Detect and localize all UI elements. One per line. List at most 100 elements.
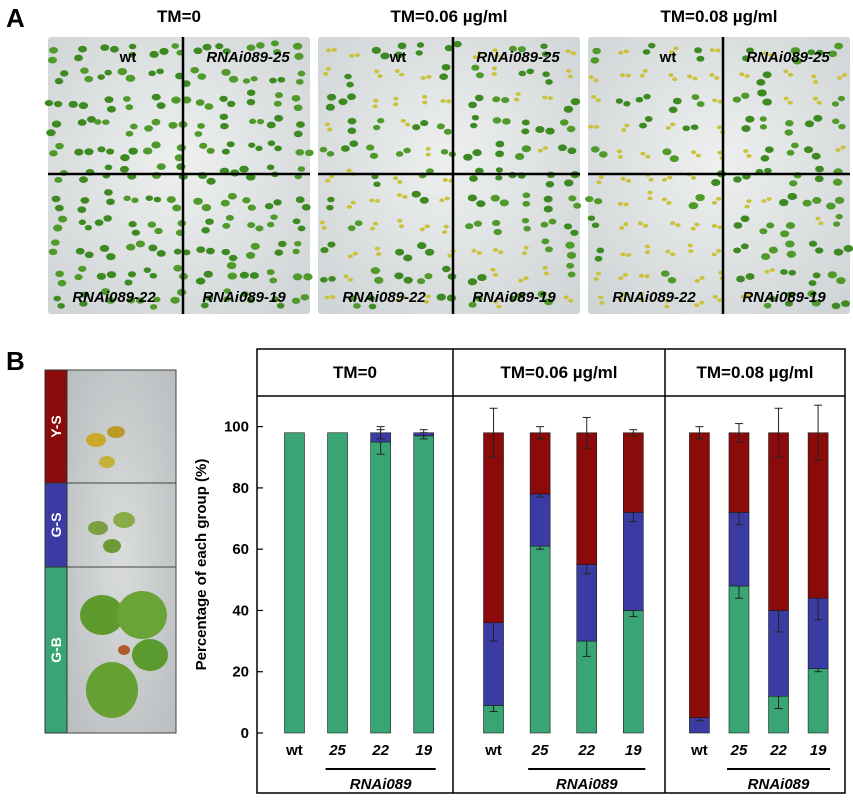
seedling bbox=[786, 149, 795, 156]
seedling bbox=[420, 76, 426, 80]
seedling bbox=[194, 131, 203, 137]
seedling bbox=[474, 94, 484, 102]
seedling bbox=[149, 272, 158, 279]
seedling bbox=[573, 202, 582, 209]
seedling bbox=[374, 246, 380, 251]
seedling bbox=[353, 303, 361, 309]
plate-header: TM=0.06 µg/ml bbox=[390, 7, 507, 26]
seedling bbox=[476, 200, 486, 208]
seedling bbox=[292, 273, 303, 281]
seedling bbox=[397, 180, 403, 184]
seedling bbox=[699, 275, 705, 280]
seedling bbox=[542, 95, 548, 100]
seedling bbox=[787, 72, 794, 77]
seedling bbox=[403, 254, 413, 262]
seedling bbox=[563, 295, 569, 300]
seedling bbox=[785, 120, 794, 127]
plate-label-line-22: RNAi089-22 bbox=[72, 289, 156, 306]
seedling bbox=[537, 148, 543, 153]
seedling bbox=[227, 100, 236, 108]
seedling bbox=[75, 247, 85, 255]
seedling bbox=[476, 51, 483, 56]
plate-1: TM=0.06 µg/ml wt RNAi089-25 RNAi089-22 RNAi0… bbox=[318, 7, 582, 314]
chart-frame bbox=[256, 348, 846, 794]
x-category-label: wt bbox=[285, 742, 303, 759]
seedling bbox=[417, 242, 427, 250]
seedling bbox=[393, 102, 399, 107]
seedling bbox=[598, 151, 608, 158]
seedling bbox=[325, 103, 335, 111]
seedling bbox=[566, 262, 575, 269]
seedling bbox=[808, 280, 817, 287]
seedling bbox=[509, 295, 517, 302]
bar-segment-g-b bbox=[623, 610, 644, 734]
seedling bbox=[763, 51, 769, 56]
seedling bbox=[246, 98, 256, 106]
plate-label-line-19: RNAi089-19 bbox=[472, 289, 556, 306]
seedling bbox=[74, 148, 84, 156]
seedling bbox=[447, 253, 453, 258]
seedling bbox=[732, 96, 742, 103]
seedling bbox=[667, 175, 673, 180]
seedling bbox=[272, 48, 282, 55]
plate-header: TM=0.08 µg/ml bbox=[660, 7, 777, 26]
seedling bbox=[195, 99, 205, 106]
seedling bbox=[327, 241, 336, 248]
seedling bbox=[195, 277, 206, 285]
seedling bbox=[465, 223, 474, 230]
seedling bbox=[125, 104, 134, 111]
seedling bbox=[622, 272, 629, 277]
seedling bbox=[831, 302, 841, 310]
seedling bbox=[219, 95, 228, 102]
seedling bbox=[661, 197, 668, 202]
seedling bbox=[341, 145, 350, 152]
seedling bbox=[44, 99, 54, 107]
seedling bbox=[304, 149, 314, 157]
seedling bbox=[786, 250, 797, 258]
seedling bbox=[441, 63, 451, 71]
seedling-y-s bbox=[107, 426, 125, 438]
seedling bbox=[415, 50, 423, 56]
seedling bbox=[420, 120, 429, 127]
seedling bbox=[491, 72, 497, 77]
plate-label-line-25: RNAi089-25 bbox=[206, 49, 290, 66]
x-category-label: 19 bbox=[415, 742, 432, 759]
seedling bbox=[396, 298, 402, 303]
seedling bbox=[128, 51, 137, 58]
plate-label-wt: wt bbox=[119, 49, 137, 66]
seedling bbox=[331, 47, 337, 52]
seedling bbox=[467, 194, 478, 202]
seedling bbox=[303, 273, 313, 281]
seedling bbox=[493, 299, 499, 304]
seedling bbox=[54, 176, 63, 183]
x-category-label: 22 bbox=[769, 742, 787, 759]
seedling bbox=[763, 302, 772, 309]
seedling bbox=[472, 55, 478, 60]
seedling bbox=[444, 196, 450, 201]
seedling bbox=[151, 141, 161, 149]
seedling bbox=[395, 248, 405, 256]
seedling bbox=[426, 168, 434, 175]
seedling bbox=[688, 249, 694, 254]
bar-segment-g-s bbox=[623, 512, 644, 611]
y-axis-label: Percentage of each group (%) bbox=[193, 459, 210, 671]
seedling bbox=[240, 291, 249, 298]
seedling bbox=[617, 201, 624, 206]
seedling bbox=[714, 76, 720, 80]
seedling bbox=[595, 98, 601, 103]
seedling bbox=[349, 295, 358, 302]
x-category-label: 25 bbox=[328, 742, 346, 759]
seedling bbox=[106, 148, 115, 155]
seedling bbox=[326, 48, 332, 53]
seedling bbox=[672, 97, 682, 105]
seedling bbox=[446, 294, 457, 302]
seedling bbox=[517, 46, 526, 53]
seedling bbox=[764, 167, 772, 174]
seedling bbox=[97, 74, 105, 80]
seedling bbox=[715, 196, 722, 201]
seedling bbox=[215, 43, 224, 50]
seedling bbox=[692, 76, 698, 81]
seedling bbox=[293, 130, 303, 138]
seedling bbox=[200, 302, 209, 309]
seedling bbox=[394, 51, 404, 59]
